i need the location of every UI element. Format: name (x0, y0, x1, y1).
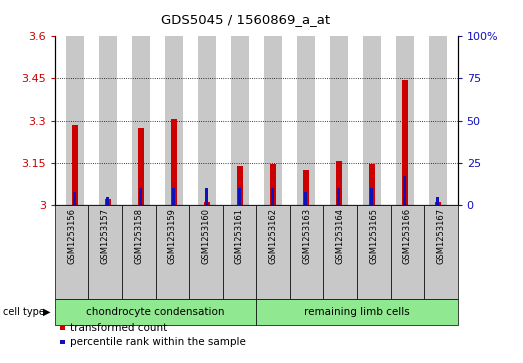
Text: GSM1253158: GSM1253158 (134, 208, 143, 264)
Bar (66, 36, 84, 205)
Bar (105, 200, 111, 205)
Bar (256, 299, 458, 325)
Bar (396, 36, 414, 205)
Bar (122, 205, 156, 299)
Text: GSM1253159: GSM1253159 (168, 208, 177, 264)
Text: GSM1253162: GSM1253162 (268, 208, 278, 264)
Text: GSM1253161: GSM1253161 (235, 208, 244, 264)
Bar (172, 188, 175, 205)
Bar (73, 192, 76, 205)
Bar (256, 205, 290, 299)
Bar (204, 202, 210, 205)
Bar (55, 299, 256, 325)
Bar (231, 36, 249, 205)
Bar (403, 176, 406, 205)
Text: GSM1253157: GSM1253157 (101, 208, 110, 264)
Bar (357, 205, 391, 299)
Bar (336, 162, 342, 205)
Bar (139, 188, 142, 205)
Bar (424, 205, 458, 299)
Bar (429, 36, 447, 205)
Bar (369, 164, 375, 205)
Bar (189, 205, 223, 299)
Bar (391, 205, 424, 299)
Bar (237, 166, 243, 205)
Text: percentile rank within the sample: percentile rank within the sample (70, 337, 246, 347)
Bar (402, 80, 408, 205)
Bar (198, 36, 216, 205)
Bar (363, 36, 381, 205)
Bar (72, 125, 78, 205)
Text: transformed count: transformed count (70, 323, 167, 333)
Bar (323, 205, 357, 299)
Text: remaining limb cells: remaining limb cells (304, 307, 410, 317)
Bar (271, 188, 275, 205)
Text: GSM1253163: GSM1253163 (302, 208, 311, 264)
Text: GSM1253160: GSM1253160 (201, 208, 210, 264)
Bar (436, 197, 439, 205)
Bar (337, 188, 340, 205)
Bar (55, 205, 88, 299)
Bar (370, 188, 373, 205)
Text: chondrocyte condensation: chondrocyte condensation (86, 307, 225, 317)
Bar (264, 36, 282, 205)
Text: GSM1253156: GSM1253156 (67, 208, 76, 264)
Bar (99, 36, 117, 205)
Bar (205, 188, 208, 205)
Text: ▶: ▶ (43, 307, 51, 317)
Bar (171, 119, 177, 205)
Bar (155, 205, 189, 299)
Bar (297, 36, 315, 205)
Text: GSM1253165: GSM1253165 (369, 208, 378, 264)
Bar (290, 205, 323, 299)
Bar (132, 36, 150, 205)
Bar (223, 205, 256, 299)
Text: GDS5045 / 1560869_a_at: GDS5045 / 1560869_a_at (161, 13, 331, 26)
Bar (106, 197, 109, 205)
Bar (88, 205, 122, 299)
Bar (138, 128, 144, 205)
Bar (165, 36, 183, 205)
Text: GSM1253164: GSM1253164 (336, 208, 345, 264)
Text: GSM1253166: GSM1253166 (403, 208, 412, 264)
Bar (304, 192, 308, 205)
Text: GSM1253167: GSM1253167 (436, 208, 446, 264)
Bar (435, 202, 441, 205)
Text: cell type: cell type (3, 307, 44, 317)
Bar (329, 36, 348, 205)
Bar (303, 170, 309, 205)
Bar (270, 164, 276, 205)
Bar (238, 188, 242, 205)
